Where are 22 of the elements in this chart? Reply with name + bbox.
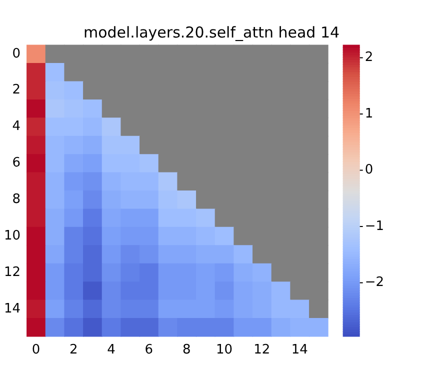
color-bar-label: 2 xyxy=(364,50,374,66)
y-tick-label: 2 xyxy=(12,82,21,98)
x-tick-label: 14 xyxy=(291,342,308,358)
color-bar-label: 1 xyxy=(364,106,374,122)
y-tick-label: 6 xyxy=(12,156,21,171)
y-tick-label: 10 xyxy=(4,228,21,244)
y-tick-label: 8 xyxy=(12,192,21,207)
y-tick-label: 0 xyxy=(12,46,21,62)
color-bar-label: −2 xyxy=(364,275,384,290)
x-tick-label: 10 xyxy=(216,342,233,358)
y-tick-label: 12 xyxy=(4,264,21,280)
x-tick-label: 12 xyxy=(254,342,270,358)
x-tick-label: 4 xyxy=(107,342,116,358)
y-tick-label: 14 xyxy=(4,301,21,316)
x-tick-label: 0 xyxy=(32,342,40,358)
x-tick-label: 2 xyxy=(69,342,78,358)
y-tick-label: 4 xyxy=(12,119,21,134)
color-bar-label: −1 xyxy=(364,218,384,234)
chart-title: model.layers.20.self_attn head 14 xyxy=(83,24,340,42)
x-tick-label: 6 xyxy=(144,342,154,358)
color-bar-label: 0 xyxy=(364,162,374,178)
x-tick-label: 8 xyxy=(182,342,191,358)
